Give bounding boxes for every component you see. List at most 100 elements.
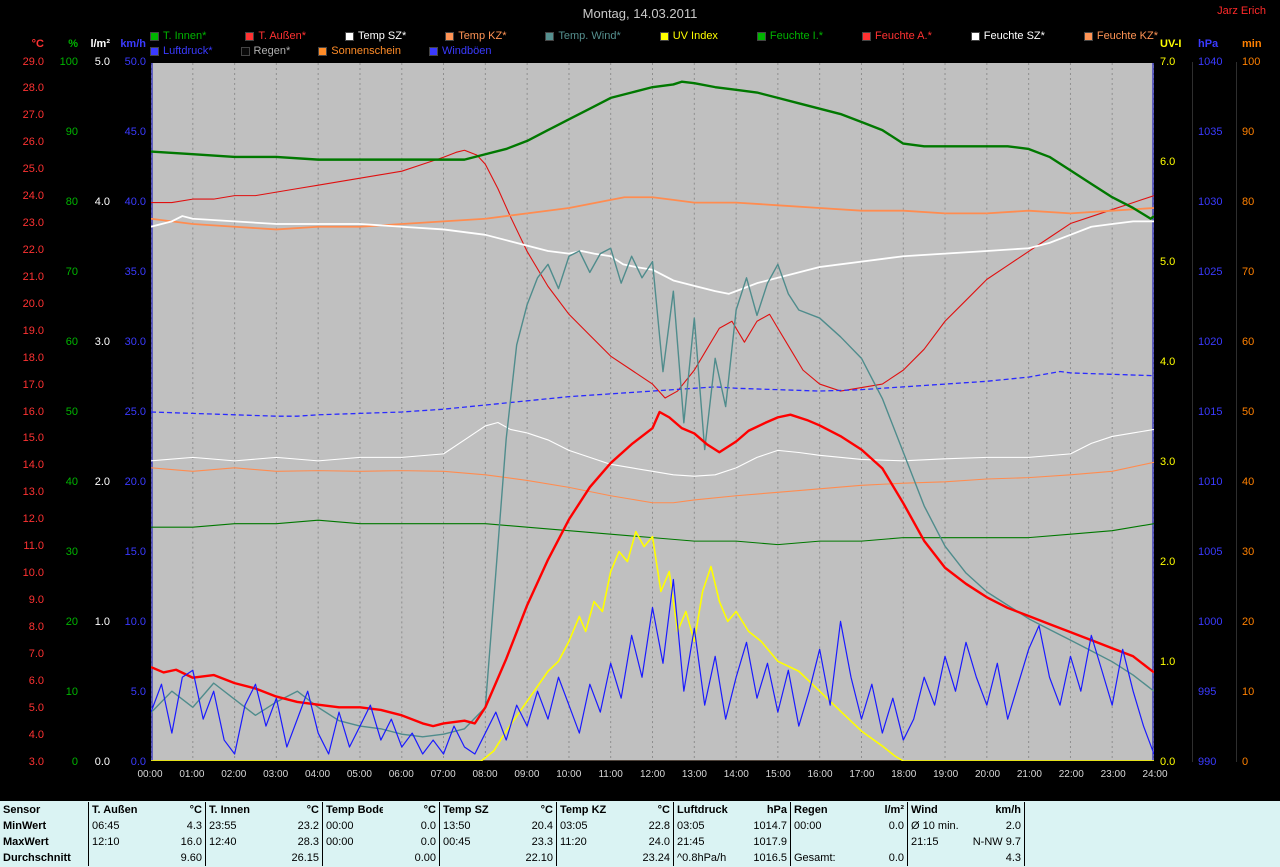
axis-wind: km/h 50.0 45.0 40.0 35.0 30.0 25.0 20.0 15.0 10.0… xyxy=(112,38,146,768)
x-tick-label: 19:00 xyxy=(933,769,959,780)
legend-swatch-icon xyxy=(1083,31,1093,41)
legend-label: Luftdruck* xyxy=(163,45,213,57)
stats-cell: Ø 10 min. xyxy=(907,818,968,834)
legend-swatch-icon xyxy=(150,46,159,56)
stats-cell: 9.60 xyxy=(180,852,202,864)
axis-tick: 1005 xyxy=(1198,545,1223,558)
stats-cell: 4.3 xyxy=(1005,852,1021,864)
stats-cell: T. Innen xyxy=(205,802,266,818)
x-tick-label: 18:00 xyxy=(891,769,917,780)
x-tick-label: 14:00 xyxy=(723,769,749,780)
legend-label: Feuchte KZ* xyxy=(1096,30,1158,42)
axis-tick: 3.0 xyxy=(28,755,44,768)
legend-swatch-icon xyxy=(861,31,871,41)
stats-cell: Sensor xyxy=(3,804,41,816)
stats-cell: Regen xyxy=(790,802,851,818)
legend-luftdruck: Luftdruck* xyxy=(150,45,213,57)
axis-tick: 10 xyxy=(1242,685,1255,698)
stats-cell: 0.0 xyxy=(888,820,904,832)
legend-swatch-icon xyxy=(245,31,255,41)
axis-tick: 2.0 xyxy=(94,475,110,488)
stats-cell: 00:00 xyxy=(322,818,383,834)
axis-tick: 1035 xyxy=(1198,125,1223,138)
stats-cell: Temp KZ xyxy=(556,802,617,818)
stats-cell xyxy=(439,850,500,866)
axis-tick: 12.0 xyxy=(22,513,44,526)
stats-row-maxwert: MaxWert 12:10 16.0 12:40 28.3 00:00 0.0 00:45 23… xyxy=(0,834,1280,850)
stats-cell: Durchschnitt xyxy=(3,852,71,864)
legend-swatch-icon xyxy=(659,31,669,41)
page-title: Montag, 14.03.2011 xyxy=(582,6,698,21)
author-label: Jarz Erich xyxy=(1217,5,1266,17)
axis-tick: 5.0 xyxy=(130,685,146,698)
legend-swatch-icon xyxy=(150,31,159,41)
stats-row-durchschnitt: Durchschnitt 9.60 26.15 0.00 22.10 23.24 ^0.8h… xyxy=(0,850,1280,866)
axis-pressure: hPa 1040 1035 1030 1025 1020 1015 1010 1005 1000 9… xyxy=(1198,38,1232,768)
legend-label: Temp SZ* xyxy=(357,30,407,42)
legend-feuchte-sz: Feuchte SZ* xyxy=(970,30,1045,42)
legend-feuchte-a: Feuchte A.* xyxy=(861,30,932,42)
axis-tick: 0 xyxy=(71,755,78,768)
legend-label: Feuchte I.* xyxy=(769,30,824,42)
x-tick-label: 05:00 xyxy=(346,769,372,780)
x-tick-label: 03:00 xyxy=(263,769,289,780)
axis-tick: 10 xyxy=(65,685,78,698)
stats-cell: 4.3 xyxy=(186,820,202,832)
axis-rain: l/m² 5.0 4.0 3.0 2.0 1.0 0.0 xyxy=(82,38,110,768)
axis-tick: 29.0 xyxy=(22,55,44,68)
stats-cell xyxy=(1024,850,1280,866)
legend-label: Sonnenschein xyxy=(331,45,401,57)
axis-tick: 4.0 xyxy=(94,195,110,208)
x-tick-label: 02:00 xyxy=(221,769,247,780)
legend-label: T. Außen* xyxy=(258,30,307,42)
legend-swatch-icon xyxy=(756,31,766,41)
stats-cell xyxy=(556,850,617,866)
axis-tick: 20 xyxy=(1242,615,1255,628)
x-tick-label: 10:00 xyxy=(556,769,582,780)
axis-tick: 15.0 xyxy=(22,432,44,445)
x-tick-label: 12:00 xyxy=(639,769,666,780)
axis-tick: 6.0 xyxy=(1160,155,1176,168)
axis-tick: 0 xyxy=(1242,755,1249,768)
stats-cell: 20.4 xyxy=(531,820,553,832)
stats-cell xyxy=(851,834,907,850)
axis-tick: 13.0 xyxy=(22,486,44,499)
legend-t-au-en: T. Außen* xyxy=(245,30,306,42)
x-tick-label: 01:00 xyxy=(179,769,205,780)
axis-tick: 26.0 xyxy=(22,136,44,149)
axis-uv: UV-I 7.0 6.0 5.0 4.0 3.0 2.0 1.0 0.0 xyxy=(1160,38,1190,768)
stats-cell xyxy=(88,850,149,866)
series-t-innen xyxy=(151,80,1154,220)
axis-tick: 14.0 xyxy=(22,459,44,472)
axis-tick: 80 xyxy=(65,195,78,208)
axis-tick: 5.0 xyxy=(94,55,110,68)
stats-cell: N-NW 9.7 xyxy=(972,836,1021,848)
x-tick-label: 00:00 xyxy=(137,769,163,780)
x-tick-label: 21:00 xyxy=(1016,769,1042,780)
legend-label: Feuchte A.* xyxy=(874,30,932,42)
stats-cell: 00:00 xyxy=(790,818,851,834)
stats-cell: 13:50 xyxy=(439,818,500,834)
stats-cell: 12:40 xyxy=(205,834,266,850)
stats-cell: 24.0 xyxy=(648,836,670,848)
x-tick-label: 22:00 xyxy=(1058,769,1084,780)
stats-cell: Temp Boden xyxy=(322,802,383,818)
axis-tick: 27.0 xyxy=(22,109,44,122)
axis-tick: 22.0 xyxy=(22,243,44,256)
axis-tick: 6.0 xyxy=(28,674,44,687)
stats-cell: 2.0 xyxy=(1005,820,1021,832)
axis-tick: 10.0 xyxy=(124,615,146,628)
axis-tick: 24.0 xyxy=(22,190,44,203)
stats-cell: 21:15 xyxy=(907,834,968,850)
axis-tick: 1.0 xyxy=(1160,655,1176,668)
axis-unit-label: l/m² xyxy=(90,38,110,50)
axis-tick: 50 xyxy=(1242,405,1255,418)
axis-tick: 90 xyxy=(65,125,78,138)
legend-label: Feuchte SZ* xyxy=(983,30,1045,42)
axis-tick: 70 xyxy=(1242,265,1255,278)
axis-tick: 5.0 xyxy=(28,701,44,714)
legend-row-2: Luftdruck* Regen* Sonnenschein Windböen xyxy=(150,45,1158,57)
legend-sonnenschein: Sonnenschein xyxy=(318,45,401,57)
axis-tick: 18.0 xyxy=(22,351,44,364)
axis-tick: 1010 xyxy=(1198,475,1223,488)
